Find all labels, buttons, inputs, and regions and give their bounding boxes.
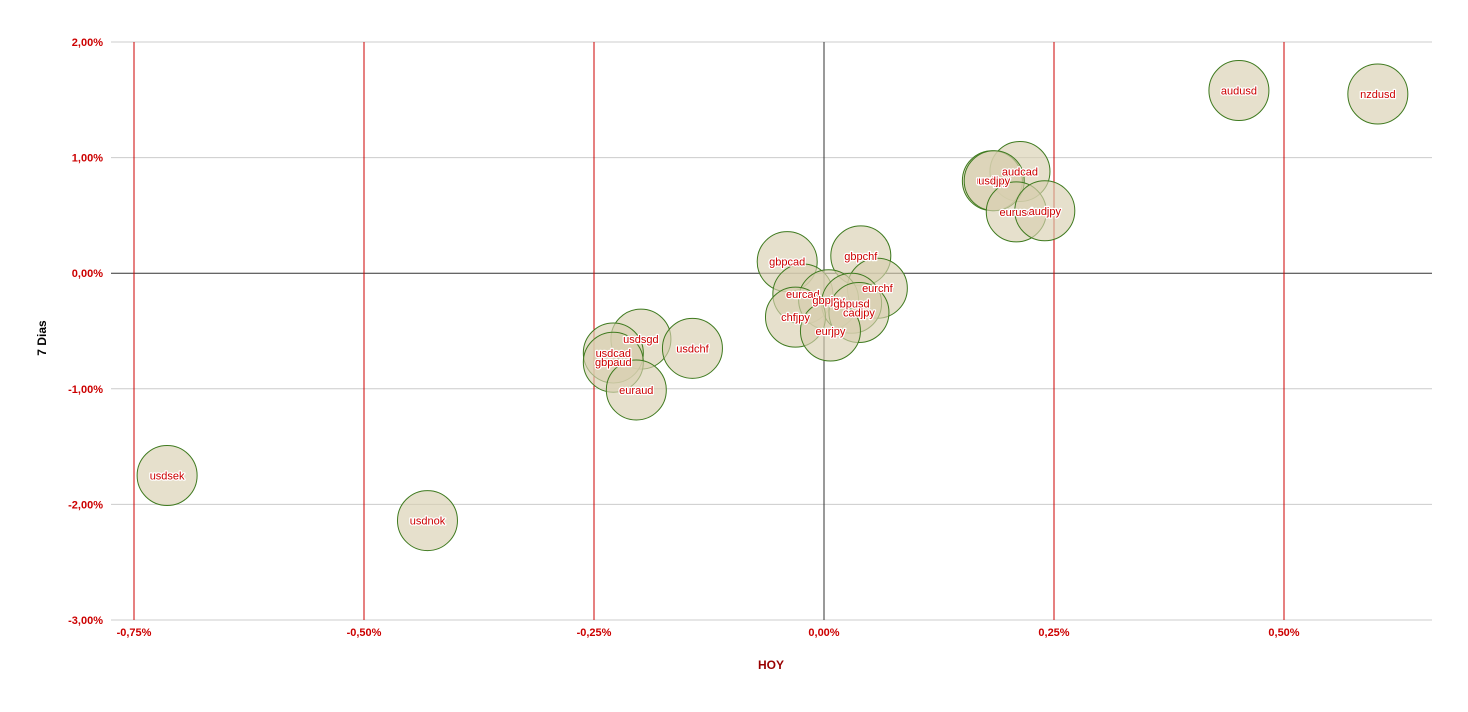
bubble-label-usdnok-22: usdnok (410, 516, 446, 528)
bubble-label-usdjpy-3: usdjpy (976, 176, 1008, 188)
bubble-label-chfjpy-14: chfjpy (781, 312, 810, 324)
x-tick-label-4: 0,25% (1038, 627, 1069, 639)
bubble-label-halo-gbpcad-7: gbpcad (769, 257, 805, 269)
grid-lines (111, 41, 1432, 621)
y-tick-label-0: 2,00% (72, 37, 103, 49)
y-tick-label-3: -1,00% (68, 384, 103, 396)
bubble-nzdusd-0[interactable] (1347, 63, 1409, 125)
bubble-label-eurchf-9: eurchf (862, 283, 894, 295)
bubble-eurjpy-15[interactable] (799, 300, 861, 362)
x-tick-label-0: -0,75% (117, 627, 152, 639)
bubble-label-halo-usdjpy-3: usdjpy (976, 176, 1008, 188)
bubble-label-euraud-20: euraud (619, 385, 653, 397)
y-tick-label-2: 0,00% (72, 268, 103, 280)
bubble-label-usdchf-17: usdchf (676, 343, 709, 355)
bubble-label-halo-usdsek-21: usdsek (150, 471, 185, 483)
bubble-label-halo-usdcad-18: usdcad (596, 348, 631, 360)
bubble-label-gbpaud-19: gbpaud (595, 357, 632, 369)
bubble-label-eurjpy-15: eurjpy (815, 326, 845, 338)
bubble-label-halo-eurcad-10: eurcad (786, 289, 820, 301)
bubble-label-audcad-2: audcad (1002, 166, 1038, 178)
bubble-label-eurusd-5: eurusd (999, 207, 1033, 219)
bubble-label-gbpusd-12: gbpusd (834, 298, 870, 310)
bubble-euraud-20[interactable] (605, 359, 667, 421)
bubble-label-halo-chfjpy-14: chfjpy (781, 312, 810, 324)
bubble-label-halo-audcad-2: audcad (1002, 166, 1038, 178)
bubble-label-halo-usdchf-17: usdchf (676, 343, 709, 355)
bubble-label-halo-usdjpy-4: usdjpy (978, 176, 1010, 188)
bubble-usdchf-17[interactable] (661, 317, 723, 379)
bubble-label-usdsgd-16: usdsgd (623, 334, 658, 346)
y-tick-label-5: -3,00% (68, 615, 103, 627)
bubble-audusd-1[interactable] (1208, 60, 1270, 122)
x-tick-label-5: 0,50% (1268, 627, 1299, 639)
bubble-label-halo-audjpy-6: audjpy (1029, 206, 1062, 218)
bubble-label-nzdusd-0: nzdusd (1360, 89, 1395, 101)
bubble-label-halo-eurusd-5: eurusd (999, 207, 1033, 219)
bubble-labels: nzdusdnzdusdaudusdaudusdaudcadaudcadusdj… (148, 84, 1396, 529)
bubble-label-halo-usdsgd-16: usdsgd (623, 334, 658, 346)
bubble-audjpy-6[interactable] (1014, 180, 1076, 242)
bubble-label-halo-gbpaud-19: gbpaud (595, 357, 632, 369)
bubble-label-halo-gbpusd-12: gbpusd (834, 298, 870, 310)
bubble-usdnok-22[interactable] (396, 490, 458, 552)
bubble-label-halo-gbpchf-8: gbpchf (844, 251, 878, 263)
y-tick-label-4: -2,00% (68, 499, 103, 511)
bubble-label-halo-eurchf-9: eurchf (862, 283, 894, 295)
bubble-label-gbpcad-7: gbpcad (769, 257, 805, 269)
bubble-label-audusd-1: audusd (1221, 86, 1257, 98)
bubble-label-halo-eurjpy-15: eurjpy (815, 326, 845, 338)
x-tick-label-1: -0,50% (347, 627, 382, 639)
bubble-label-halo-audusd-1: audusd (1221, 86, 1257, 98)
x-tick-label-3: 0,00% (808, 627, 839, 639)
tick-labels: 2,00% 1,00% 0,00% -1,00% -2,00% -3,00% -0,75% -… (68, 37, 1300, 639)
bubble-label-usdjpy-4: usdjpy (978, 176, 1010, 188)
bubble-label-gbpchf-8: gbpchf (844, 251, 878, 263)
bubble-label-halo-euraud-20: euraud (619, 385, 653, 397)
bubble-label-gbpjpy-11: gbpjpy (812, 295, 845, 307)
bubble-label-halo-cadjpy-13: cadjpy (843, 308, 875, 320)
bubble-label-eurcad-10: eurcad (786, 289, 820, 301)
bubble-label-usdsek-21: usdsek (150, 471, 185, 483)
bubble-label-audjpy-6: audjpy (1029, 206, 1062, 218)
y-axis-title: 7 Dias (35, 320, 49, 356)
x-tick-label-2: -0,25% (577, 627, 612, 639)
bubbles (136, 60, 1409, 552)
bubble-label-halo-usdnok-22: usdnok (410, 516, 446, 528)
bubble-label-halo-gbpjpy-11: gbpjpy (812, 295, 845, 307)
y-tick-label-1: 1,00% (72, 153, 103, 165)
bubble-label-usdcad-18: usdcad (596, 348, 631, 360)
bubble-label-halo-nzdusd-0: nzdusd (1360, 89, 1395, 101)
bubble-label-cadjpy-13: cadjpy (843, 308, 875, 320)
bubble-usdsek-21[interactable] (136, 445, 198, 506)
x-axis-title: HOY (758, 658, 784, 672)
